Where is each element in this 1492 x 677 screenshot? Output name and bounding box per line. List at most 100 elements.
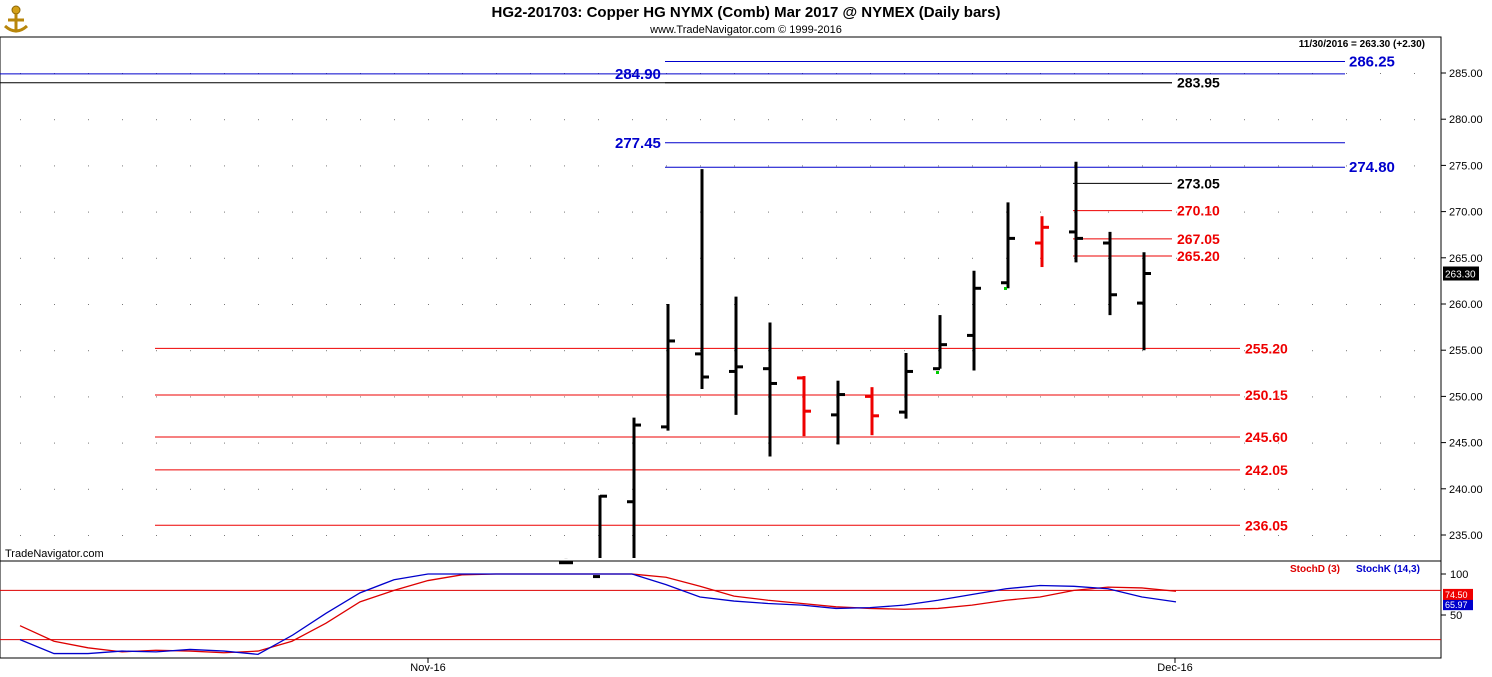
grid-dot	[1278, 442, 1279, 444]
grid-dot	[1142, 535, 1143, 536]
ohlc-bar	[1103, 231, 1117, 316]
ohlc-bar	[1137, 252, 1151, 351]
grid-dot	[1380, 119, 1381, 121]
stoch-y-label: 100	[1450, 569, 1468, 581]
grid-dot	[870, 165, 871, 167]
grid-dot	[462, 442, 463, 444]
grid-dot	[1414, 488, 1415, 490]
bars-layer	[559, 161, 1151, 579]
grid-dot	[1210, 304, 1211, 305]
grid-dot	[224, 488, 225, 490]
ohlc-bar	[831, 380, 845, 445]
level-label-270.10: 270.10	[1177, 203, 1220, 219]
grid-dot	[326, 211, 327, 213]
grid-dot	[598, 304, 599, 305]
grid-dot	[802, 119, 803, 121]
grid-dot	[156, 396, 157, 398]
grid-dot	[1278, 350, 1279, 352]
grid-dot	[20, 304, 21, 305]
grid-dot	[700, 488, 701, 490]
grid-dot	[938, 488, 939, 490]
grid-dot	[1312, 304, 1313, 305]
grid-dot	[1142, 119, 1143, 121]
levels-layer: 286.25 284.90 283.95 277.45 274.80 273.05 270.…	[0, 53, 1395, 533]
grid-dot	[632, 211, 633, 213]
grid-dot	[1040, 165, 1041, 167]
grid-dot	[360, 442, 361, 444]
grid-dot	[1006, 165, 1007, 167]
grid-dot	[224, 119, 225, 121]
last-price-info: 11/30/2016 = 263.30 (+2.30)	[1299, 39, 1425, 50]
grid-dot	[564, 535, 565, 536]
grid-dot	[258, 396, 259, 398]
grid-dot	[768, 488, 769, 490]
grid-dot	[462, 535, 463, 536]
grid-dot	[462, 165, 463, 167]
grid-dot	[54, 442, 55, 444]
level-label-274.80: 274.80	[1349, 159, 1395, 176]
grid-dot	[360, 304, 361, 305]
grid-dot	[1346, 257, 1347, 259]
grid-dot	[156, 535, 157, 536]
grid-dot	[564, 257, 565, 259]
grid-dot	[1006, 535, 1007, 536]
grid-dot	[1312, 211, 1313, 213]
grid-dot	[258, 488, 259, 490]
y-tick-label: 285.00	[1449, 68, 1483, 80]
grid-dot	[54, 257, 55, 259]
grid-dot	[666, 257, 667, 259]
grid-dot	[1312, 119, 1313, 121]
stoch-d-legend: StochD (3)	[1290, 564, 1340, 575]
grid-dot	[1312, 257, 1313, 259]
grid-dot	[1074, 535, 1075, 536]
grid-dot	[904, 257, 905, 259]
grid-dot	[190, 257, 191, 259]
grid-dot	[666, 442, 667, 444]
grid-dot	[88, 350, 89, 352]
grid-dot	[326, 488, 327, 490]
grid-dot	[224, 535, 225, 536]
grid-dot	[564, 119, 565, 121]
grid-dot	[1380, 396, 1381, 398]
grid-dot	[700, 119, 701, 121]
grid-dot	[870, 257, 871, 259]
ohlc-bar	[763, 322, 777, 457]
grid-dot	[1074, 442, 1075, 444]
grid-dot	[428, 165, 429, 167]
grid-dot	[1176, 211, 1177, 213]
grid-dot	[938, 211, 939, 213]
grid-dot	[54, 350, 55, 352]
grid-dot	[1244, 442, 1245, 444]
ohlc-bar	[1069, 161, 1083, 263]
grid-dot	[20, 350, 21, 352]
grid-dot	[1414, 535, 1415, 536]
grid-dot	[224, 257, 225, 259]
grid-dot	[258, 442, 259, 444]
grid-dot	[190, 211, 191, 213]
grid-dot	[224, 350, 225, 352]
level-label-284.90: 284.90	[615, 66, 661, 83]
grid-dot	[224, 165, 225, 167]
grid-dot	[1108, 535, 1109, 536]
grid-dot	[258, 165, 259, 167]
grid-dot	[156, 304, 157, 305]
grid-dot	[428, 304, 429, 305]
grid-dot	[1380, 304, 1381, 305]
grid-dot	[1176, 304, 1177, 305]
level-label-273.05: 273.05	[1177, 175, 1220, 191]
grid-dot	[1414, 396, 1415, 398]
grid-dot	[496, 304, 497, 305]
grid-dot	[836, 488, 837, 490]
chart-title: HG2-201703: Copper HG NYMX (Comb) Mar 20…	[492, 4, 1001, 21]
grid-dot	[88, 119, 89, 121]
grid-dot	[1346, 396, 1347, 398]
grid-dot	[258, 350, 259, 352]
grid-dot	[1142, 211, 1143, 213]
grid-dot	[1040, 211, 1041, 213]
grid-dot	[1278, 535, 1279, 536]
level-label-236.05: 236.05	[1245, 517, 1288, 533]
grid-dot	[904, 119, 905, 121]
ohlc-bar	[695, 169, 709, 390]
